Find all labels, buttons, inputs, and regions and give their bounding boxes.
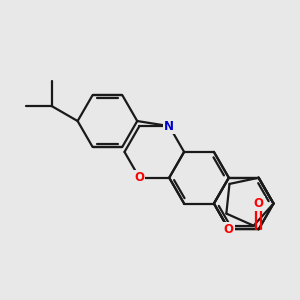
Text: O: O	[254, 196, 264, 210]
Text: O: O	[224, 223, 234, 236]
Text: O: O	[134, 171, 144, 184]
Text: N: N	[164, 120, 174, 133]
